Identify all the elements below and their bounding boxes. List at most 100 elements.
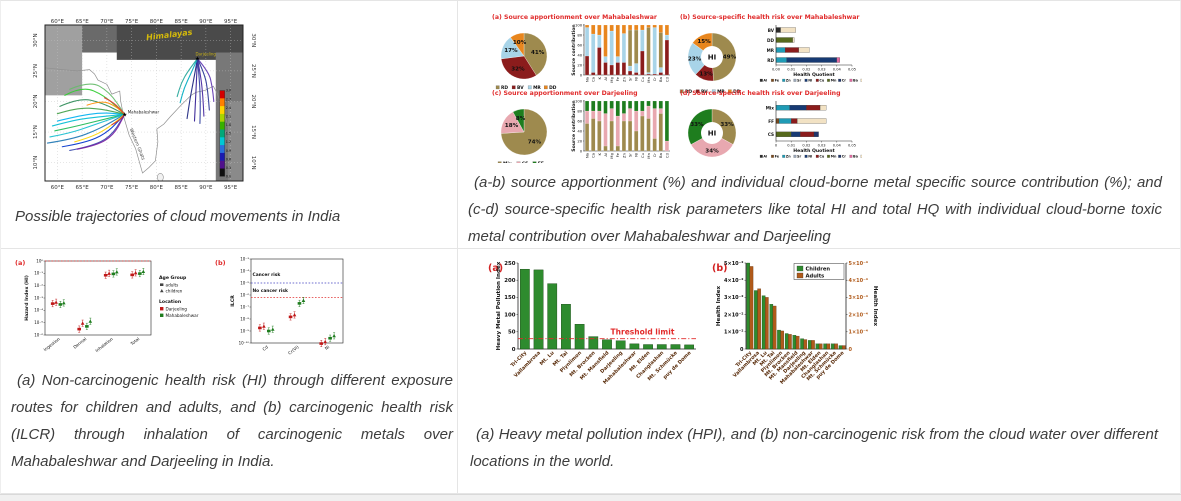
svg-text:Cr: Cr (652, 77, 657, 82)
svg-text:2.4: 2.4 (226, 106, 231, 110)
svg-text:13%: 13% (699, 71, 713, 77)
svg-text:Adults: Adults (806, 273, 825, 279)
svg-text:Health Quotient: Health Quotient (793, 148, 835, 154)
svg-text:K: K (597, 77, 602, 80)
svg-text:10⁰: 10⁰ (36, 258, 43, 263)
svg-text:90°E: 90°E (199, 185, 213, 191)
svg-text:20°N: 20°N (250, 95, 256, 109)
svg-text:(a) Source apportionment over: (a) Source apportionment over Mahabalesh… (492, 14, 658, 21)
svg-text:Ni: Ni (808, 79, 812, 83)
svg-text:Na: Na (584, 153, 589, 158)
svg-text:10⁻⁷: 10⁻⁷ (240, 304, 249, 309)
cell-apportionment: (a) Source apportionment over Mahabalesh… (458, 1, 1180, 249)
svg-text:Zn: Zn (621, 76, 626, 82)
svg-text:(c) Source apportionment over: (c) Source apportionment over Darjeeling (492, 90, 638, 97)
svg-text:0.02: 0.02 (802, 68, 810, 72)
svg-text:40: 40 (577, 52, 582, 57)
svg-text:34%: 34% (705, 148, 719, 154)
svg-text:0.01: 0.01 (787, 68, 795, 72)
svg-text:Ba: Ba (853, 155, 859, 159)
svg-text:MR: MR (533, 85, 541, 91)
svg-text:10⁻¹⁰: 10⁻¹⁰ (239, 340, 250, 345)
svg-text:MR: MR (767, 48, 775, 53)
svg-text:RD: RD (685, 89, 692, 95)
svg-text:K: K (597, 153, 602, 156)
svg-text:Heavy Metal Pollution Index: Heavy Metal Pollution Index (496, 261, 502, 350)
svg-text:Mg: Mg (609, 152, 614, 158)
svg-text:BV: BV (768, 28, 775, 33)
svg-text:32%: 32% (511, 67, 525, 73)
svg-text:MR: MR (717, 89, 725, 95)
svg-text:Na: Na (584, 77, 589, 82)
svg-text:Ca: Ca (591, 77, 596, 82)
svg-text:Source contribution: Source contribution (571, 24, 577, 75)
svg-text:60: 60 (577, 118, 582, 123)
svg-text:70°E: 70°E (100, 19, 114, 25)
svg-text:0: 0 (740, 347, 744, 353)
svg-text:60°E: 60°E (51, 19, 65, 25)
svg-text:4×10⁻²: 4×10⁻² (724, 278, 743, 284)
svg-text:0: 0 (849, 347, 853, 353)
svg-text:BV: BV (701, 89, 708, 95)
svg-text:Al: Al (603, 77, 608, 81)
svg-text:8%: 8% (516, 116, 526, 122)
svg-text:Total: Total (129, 336, 141, 347)
svg-text:Ca: Ca (591, 153, 596, 158)
svg-text:DD: DD (733, 89, 741, 95)
svg-text:100: 100 (575, 98, 583, 103)
svg-text:4×10⁻⁴: 4×10⁻⁴ (849, 278, 868, 284)
svg-text:Ba: Ba (658, 77, 663, 82)
svg-text:Sr: Sr (627, 77, 632, 81)
svg-text:DD: DD (767, 38, 774, 43)
svg-text:Darjeeling: Darjeeling (166, 306, 188, 311)
svg-text:80: 80 (577, 32, 582, 37)
svg-text:1×10⁻⁴: 1×10⁻⁴ (849, 330, 868, 336)
svg-text:Cr: Cr (842, 155, 846, 159)
svg-text:10°N: 10°N (250, 156, 256, 170)
svg-text:Cr: Cr (652, 153, 657, 158)
svg-text:RD: RD (501, 85, 508, 91)
svg-text:0: 0 (580, 148, 583, 153)
svg-text:30°N: 30°N (33, 33, 39, 47)
svg-text:ILCR: ILCR (230, 295, 236, 307)
svg-text:Cd: Cd (664, 152, 669, 158)
apportionment-caption: (a-b) source apportionment (%) and indiv… (468, 174, 1162, 245)
svg-text:2.1: 2.1 (226, 114, 231, 118)
svg-text:20: 20 (577, 138, 582, 143)
svg-text:No cancer risk: No cancer risk (253, 288, 288, 294)
svg-text:Zn: Zn (621, 152, 626, 158)
svg-text:Inhalation: Inhalation (94, 336, 114, 353)
svg-text:15%: 15% (697, 39, 711, 45)
svg-text:2×10⁻⁴: 2×10⁻⁴ (849, 312, 868, 318)
svg-text:65°E: 65°E (76, 19, 90, 25)
svg-text:20: 20 (577, 62, 582, 67)
svg-text:10°N: 10°N (33, 156, 39, 170)
svg-text:100: 100 (575, 22, 583, 27)
svg-text:0.9: 0.9 (226, 149, 231, 153)
svg-text:60: 60 (577, 42, 582, 47)
hpi-figure: (a)050100150200250Tri-CityVallambrosaMt.… (488, 261, 878, 385)
svg-text:Ni: Ni (808, 155, 812, 159)
svg-text:3×10⁻²: 3×10⁻² (724, 295, 743, 301)
svg-text:20°N: 20°N (33, 95, 39, 109)
svg-text:Zn: Zn (786, 155, 791, 159)
svg-text:2.7: 2.7 (226, 97, 231, 101)
svg-text:Mix: Mix (766, 106, 775, 111)
svg-text:74%: 74% (528, 140, 542, 146)
health-risk-caption: (a) Non-carcinogenic health risk (HI) th… (11, 372, 453, 470)
svg-text:Ni: Ni (634, 153, 639, 157)
svg-text:10⁻⁶: 10⁻⁶ (240, 292, 249, 297)
svg-text:80°E: 80°E (150, 185, 164, 191)
svg-text:0.03: 0.03 (818, 144, 826, 148)
svg-text:15°N: 15°N (33, 125, 39, 139)
svg-text:(a): (a) (15, 259, 25, 267)
svg-text:0.02: 0.02 (802, 144, 810, 148)
hpi-caption: (a) Heavy metal pollution index (HPI), a… (470, 426, 1158, 470)
svg-text:250: 250 (504, 261, 516, 267)
svg-text:FF: FF (538, 161, 544, 163)
svg-text:DD: DD (549, 85, 557, 91)
svg-text:Health Index: Health Index (716, 285, 722, 326)
svg-text:Cu: Cu (819, 155, 824, 159)
svg-text:5×10⁻⁴: 5×10⁻⁴ (849, 261, 868, 267)
svg-text:Ba: Ba (853, 79, 859, 83)
